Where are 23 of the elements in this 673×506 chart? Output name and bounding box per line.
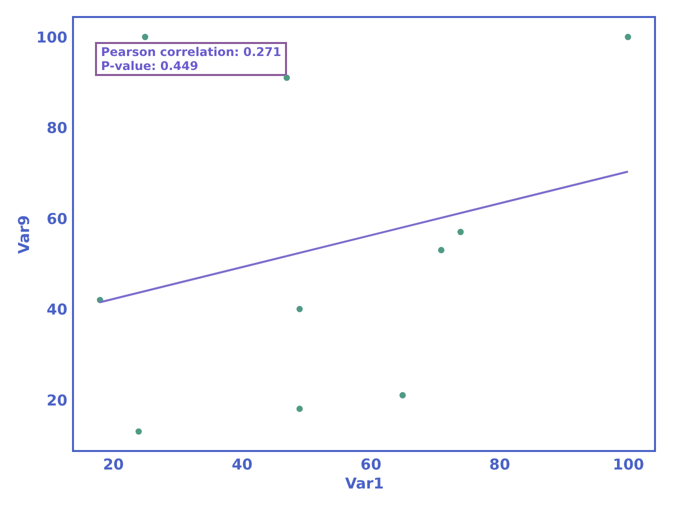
x-tick-label: 20 — [102, 456, 124, 474]
point — [457, 228, 464, 236]
point — [136, 428, 142, 435]
point — [399, 392, 406, 398]
x-axis-title: Var1 — [345, 474, 384, 492]
point — [284, 74, 290, 81]
point — [438, 246, 444, 254]
x-tick-label: 100 — [612, 456, 644, 474]
y-tick-label: 100 — [36, 28, 68, 46]
y-tick-label: 60 — [46, 210, 68, 228]
y-axis-title: Var9 — [15, 215, 34, 254]
y-tick-label: 40 — [46, 300, 68, 319]
point — [624, 34, 632, 40]
y-tick-label: 20 — [46, 391, 68, 410]
x-tick-label: 80 — [489, 456, 510, 474]
annotation: Pearson correlation: 0.271 — [101, 45, 282, 59]
point — [142, 34, 148, 40]
point — [296, 306, 303, 312]
y-tick-label: 80 — [46, 119, 68, 138]
point — [296, 406, 303, 412]
x-tick-label: 60 — [360, 456, 382, 474]
x-tick-label: 40 — [232, 456, 253, 474]
annotation: P-value: 0.449 — [101, 59, 200, 73]
